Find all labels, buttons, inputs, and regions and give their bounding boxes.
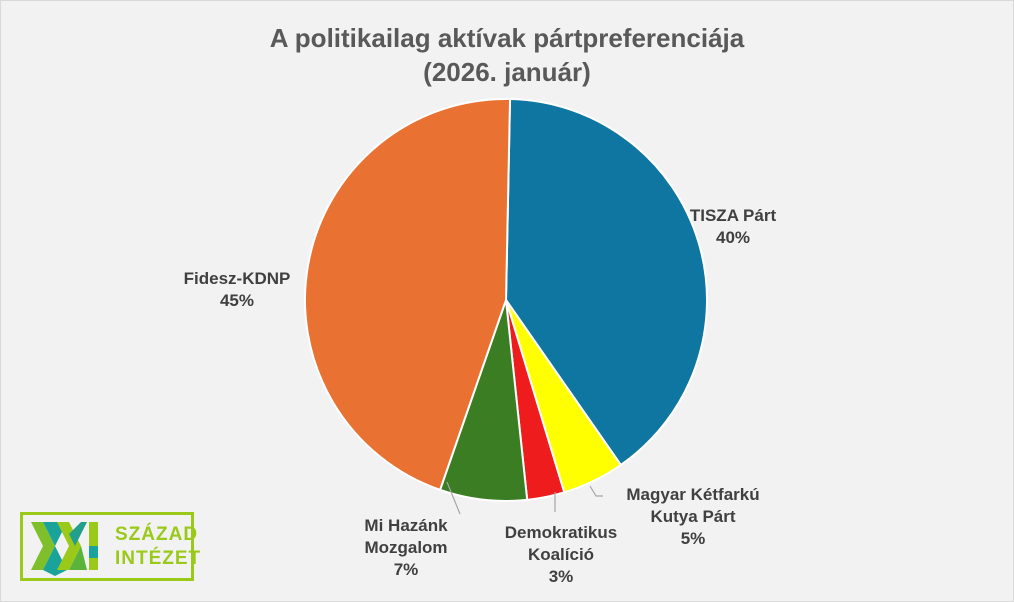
label-value: 45% (219, 291, 255, 310)
logo-text: SZÁZAD INTÉZET (115, 523, 201, 571)
logo-line-2: INTÉZET (115, 548, 202, 569)
label-value: 7% (393, 560, 419, 579)
label-name-2: Koalíció (527, 545, 595, 564)
leader-line-mkkp (589, 485, 603, 497)
label-name: Magyar Kétfarkú (626, 485, 760, 504)
data-label-dk: Demokratikus Koalíció 3% (505, 522, 617, 588)
label-name: Demokratikus (504, 523, 618, 542)
label-value: 3% (548, 567, 574, 586)
chart-subtitle: (2026. január) (423, 57, 591, 87)
label-value: 40% (715, 228, 751, 247)
logo-line-1: SZÁZAD (115, 524, 199, 545)
leader-line-mi (446, 481, 461, 515)
data-label-mkkp: Magyar Kétfarkú Kutya Párt 5% (626, 484, 759, 550)
xxi-logo-mark (31, 522, 98, 576)
label-value: 5% (680, 529, 706, 548)
label-name: Fidesz-KDNP (183, 269, 291, 288)
label-name: TISZA Párt (689, 206, 777, 225)
label-name-2: Kutya Párt (650, 507, 736, 526)
pie-slice-4 (304, 98, 512, 492)
pie-slice-0 (504, 98, 708, 467)
label-name-2: Mozgalom (364, 538, 448, 557)
szazad-intezet-logo: SZÁZAD INTÉZET (20, 512, 200, 581)
data-label-tisza: TISZA Párt 40% (690, 205, 776, 249)
chart-title: A politikailag aktívak pártpreferenciája (269, 23, 745, 53)
data-label-mi: Mi Hazánk Mozgalom 7% (364, 515, 447, 581)
data-label-fidesz: Fidesz-KDNP 45% (184, 268, 291, 312)
label-name: Mi Hazánk (364, 516, 448, 535)
